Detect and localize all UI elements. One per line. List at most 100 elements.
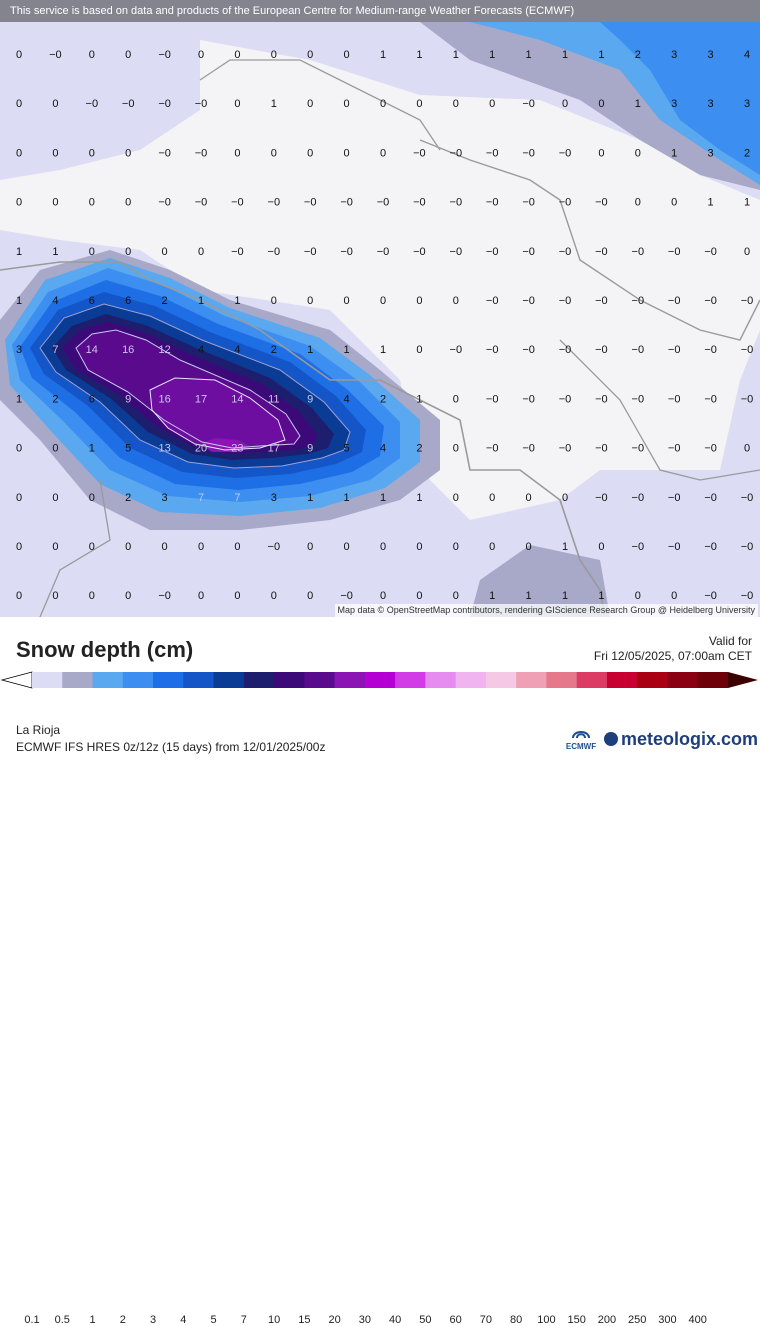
grid-value: 2 — [162, 295, 168, 307]
grid-value: −0 — [741, 393, 754, 405]
grid-value: −0 — [268, 246, 281, 258]
snow-area-ne-mid — [600, 22, 760, 175]
grid-value: 0 — [162, 246, 168, 258]
grid-value: 0 — [198, 246, 204, 258]
grid-value: 0 — [635, 197, 641, 209]
no-snow-area — [0, 40, 760, 520]
grid-value: 0 — [380, 295, 386, 307]
grid-value: 0 — [234, 147, 240, 159]
grid-value: −0 — [632, 393, 645, 405]
grid-value: 16 — [158, 393, 170, 405]
grid-value: −0 — [559, 246, 572, 258]
scale-box — [183, 672, 215, 688]
grid-value: −0 — [559, 443, 572, 455]
grid-value: −0 — [450, 197, 463, 209]
grid-value: −0 — [158, 590, 171, 602]
grid-value: 0 — [307, 541, 313, 553]
grid-value: −0 — [559, 393, 572, 405]
grid-value: −0 — [632, 492, 645, 504]
scale-tick-label: 100 — [537, 1314, 556, 1326]
grid-value: −0 — [741, 492, 754, 504]
scale-tick-label: 70 — [479, 1314, 493, 1326]
grid-value: 0 — [16, 49, 22, 61]
grid-value: 1 — [562, 541, 568, 553]
scale-box — [546, 672, 578, 688]
scale-tick-label: 50 — [419, 1314, 432, 1326]
grid-value: 14 — [231, 393, 243, 405]
grid-value: 16 — [122, 344, 134, 356]
grid-value: 4 — [198, 344, 204, 356]
valid-time: Valid for Fri 12/05/2025, 07:00am CET — [594, 634, 752, 664]
grid-value: 4 — [234, 344, 240, 356]
grid-value: −0 — [377, 246, 390, 258]
scale-tick-label: 7 — [240, 1314, 247, 1326]
grid-value: 0 — [344, 49, 350, 61]
grid-value: −0 — [340, 590, 353, 602]
contour-line-5 — [39, 303, 351, 469]
grid-value: 3 — [744, 98, 750, 110]
grid-value: −0 — [559, 344, 572, 356]
grid-value: 0 — [380, 147, 386, 159]
color-scale — [0, 671, 758, 689]
grid-value: 0 — [562, 98, 568, 110]
grid-value: 1 — [416, 393, 422, 405]
grid-value: 3 — [671, 49, 677, 61]
grid-value: 1 — [489, 49, 495, 61]
scale-box — [425, 672, 457, 688]
grid-value: 1 — [380, 344, 386, 356]
grid-value: 0 — [489, 98, 495, 110]
meteologix-logo-text: meteologix.com — [621, 729, 759, 749]
map-attribution[interactable]: Map data © OpenStreetMap contributors, r… — [334, 604, 758, 617]
grid-value: −0 — [668, 344, 681, 356]
grid-value: 1 — [16, 246, 22, 258]
grid-value: 0 — [271, 49, 277, 61]
grid-value: −0 — [632, 541, 645, 553]
grid-value: 0 — [307, 295, 313, 307]
scale-tick-label: 4 — [180, 1314, 187, 1326]
grid-value: 0 — [52, 197, 58, 209]
grid-value: −0 — [486, 393, 499, 405]
grid-value: −0 — [704, 590, 717, 602]
grid-value: 0 — [89, 147, 95, 159]
grid-value: 0 — [453, 492, 459, 504]
grid-value: 0 — [89, 49, 95, 61]
snow-depth-map[interactable]: 0 −0 0 0 −0 0 0 0 0 0 1 1 1 1 1 1 1 2 3 3 4 0 0 −0 −0 −0 −0 0 1 0 0 0 0 0… — [0, 0, 760, 617]
scale-tick-label: 15 — [298, 1314, 311, 1326]
grid-value: 0 — [52, 443, 58, 455]
grid-value: 0 — [271, 590, 277, 602]
model-run: ECMWF IFS HRES 0z/12z (15 days) from 12/… — [16, 740, 326, 754]
grid-value: 0 — [344, 541, 350, 553]
meteologix-logo[interactable]: meteologix.com — [604, 729, 758, 750]
grid-value: 1 — [89, 443, 95, 455]
grid-value: 0 — [380, 98, 386, 110]
grid-value: 4 — [744, 49, 750, 61]
grid-value: −0 — [595, 492, 608, 504]
grid-value: 2 — [271, 344, 277, 356]
grid-value: 0 — [416, 344, 422, 356]
grid-value: −0 — [632, 344, 645, 356]
grid-value: 0 — [16, 197, 22, 209]
scale-box — [304, 672, 336, 688]
grid-value: 1 — [416, 49, 422, 61]
grid-value: −0 — [122, 98, 135, 110]
grid-value: 5 — [125, 443, 131, 455]
valid-label: Valid for — [708, 634, 752, 648]
grid-value: 7 — [198, 492, 204, 504]
scale-tick-label: 150 — [567, 1314, 586, 1326]
meteologix-logo-icon — [604, 732, 618, 746]
grid-value: 1 — [635, 98, 641, 110]
grid-value: −0 — [195, 147, 208, 159]
ecmwf-logo[interactable]: ECMWF — [561, 726, 601, 751]
grid-value: −0 — [741, 590, 754, 602]
grid-value: 1 — [16, 295, 22, 307]
grid-value: 7 — [52, 344, 58, 356]
grid-value: 0 — [52, 147, 58, 159]
grid-value: 0 — [125, 49, 131, 61]
grid-value: 1 — [198, 295, 204, 307]
grid-value: 0 — [307, 590, 313, 602]
grid-value: 0 — [271, 147, 277, 159]
grid-value: −0 — [522, 344, 535, 356]
grid-value: 1 — [344, 344, 350, 356]
scale-left-arrow — [0, 671, 33, 689]
grid-value: 0 — [671, 197, 677, 209]
